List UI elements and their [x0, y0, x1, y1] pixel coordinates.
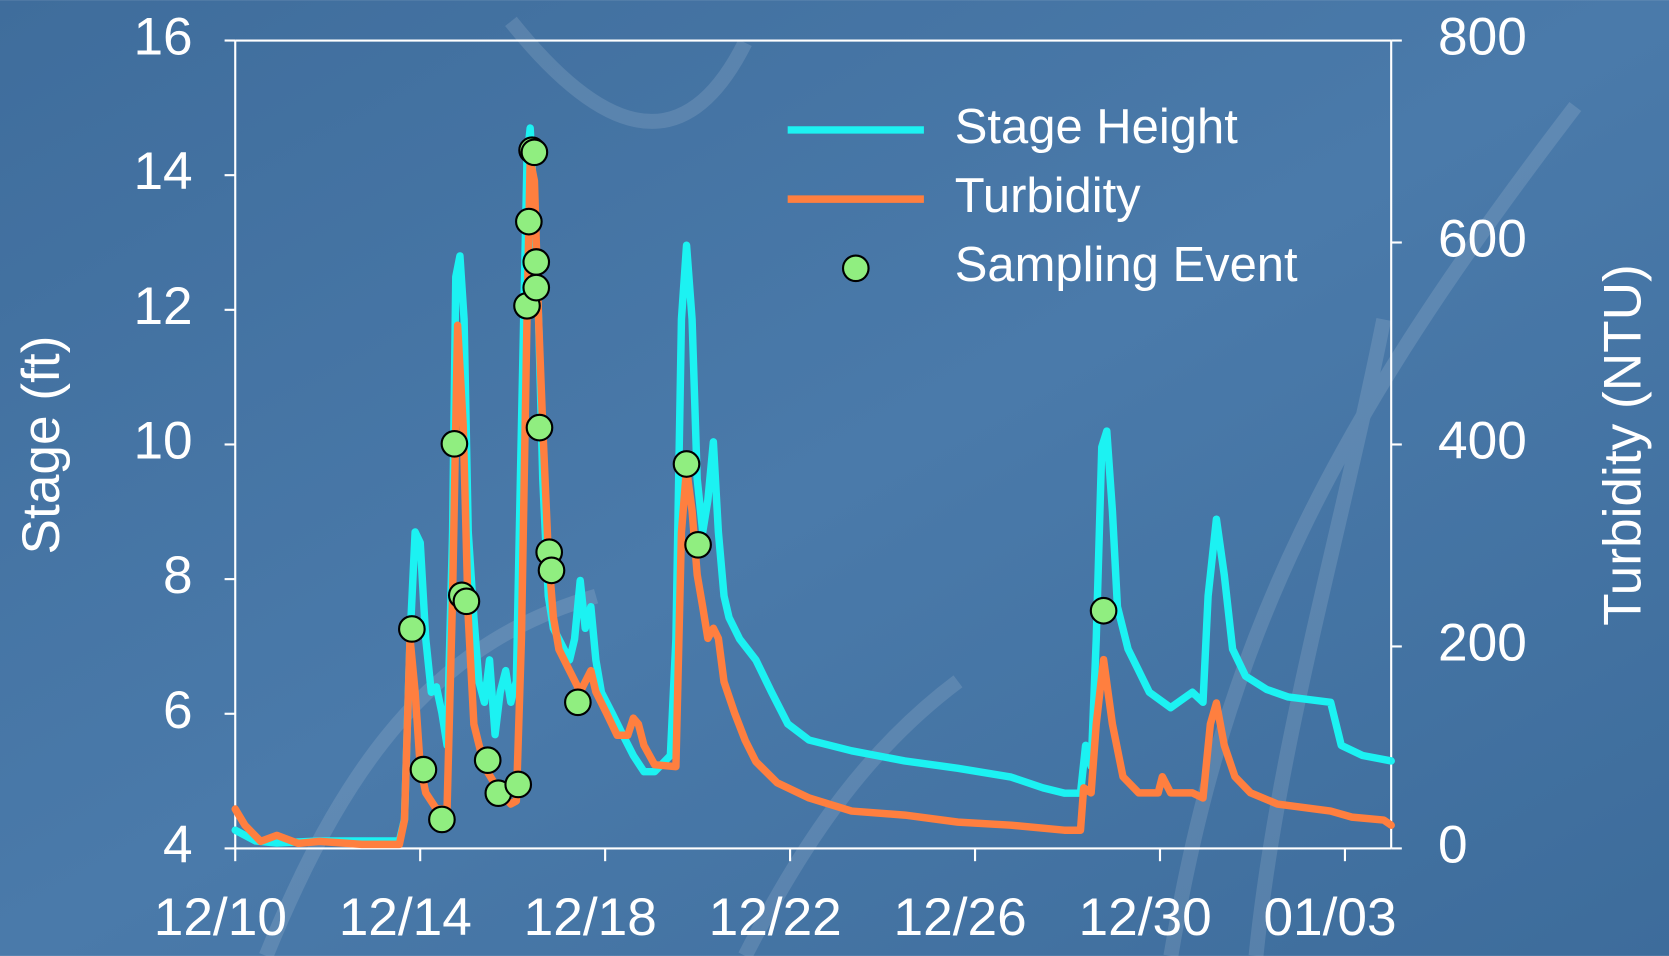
y-axis-label: Stage (ft) [12, 336, 71, 555]
sample-point [454, 589, 480, 615]
sample-point [475, 747, 501, 773]
x-tick-label: 01/03 [1263, 888, 1396, 947]
y-tick-label: 4 [163, 815, 193, 874]
sample-point [429, 807, 455, 833]
y2-axis-label: Turbidity (NTU) [1593, 264, 1652, 626]
y-tick-label: 10 [133, 412, 192, 471]
sample-point [527, 415, 553, 441]
y2-tick-label: 800 [1438, 8, 1527, 67]
sample-point [505, 772, 531, 798]
legend-marker [843, 256, 869, 282]
x-tick-label: 12/14 [339, 888, 472, 947]
y-tick-label: 6 [163, 681, 193, 740]
sample-point [1091, 598, 1117, 624]
sample-point [516, 209, 542, 235]
sample-point [522, 140, 548, 166]
sample-point [523, 275, 549, 301]
y2-tick-label: 200 [1438, 614, 1527, 673]
sample-point [685, 532, 711, 558]
x-tick-label: 12/30 [1079, 888, 1212, 947]
y-tick-label: 12 [133, 277, 192, 336]
sample-point [565, 690, 591, 716]
sample-point [442, 431, 468, 457]
chart: Stage (ft) Turbidity (NTU) 4 6 8 10 12 14 16 0 2… [0, 0, 1669, 956]
x-tick-label: 12/18 [524, 888, 657, 947]
y-tick-label: 8 [163, 546, 193, 605]
y-tick-label: 16 [133, 8, 192, 67]
x-tick-label: 12/22 [709, 888, 842, 947]
sample-point [411, 757, 437, 783]
x-tick-label: 12/26 [894, 888, 1027, 947]
legend-label: Stage Height [955, 100, 1238, 154]
sample-point [399, 616, 425, 642]
y2-tick-label: 400 [1438, 412, 1527, 471]
sample-point [523, 249, 549, 275]
page: {"chart_data": { "type": "line", "ylabel… [0, 0, 1669, 956]
y-tick-label: 14 [133, 142, 192, 201]
sample-point [539, 558, 565, 584]
legend-label: Turbidity [955, 169, 1141, 223]
legend-label: Sampling Event [955, 238, 1298, 292]
sample-point [674, 451, 700, 477]
y2-tick-label: 0 [1438, 815, 1468, 874]
y2-tick-label: 600 [1438, 210, 1527, 269]
x-tick-label: 12/10 [154, 888, 287, 947]
